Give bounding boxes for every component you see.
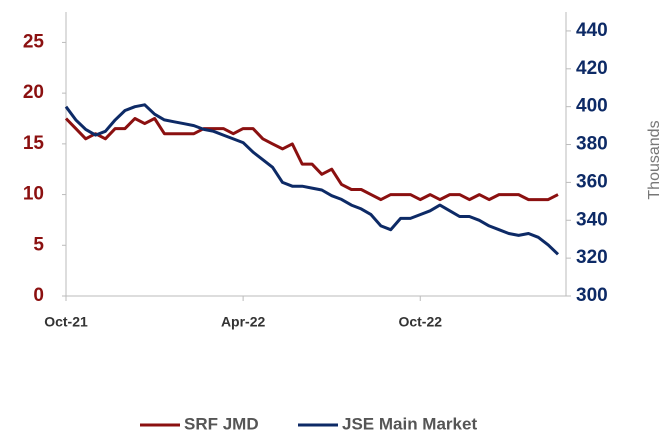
- y2-tick-label: 380: [576, 134, 608, 155]
- y-tick-label: 15: [23, 133, 45, 154]
- y-tick-label: 10: [23, 184, 44, 205]
- series-line: [64, 117, 559, 202]
- y2-tick-label: 360: [576, 171, 608, 192]
- y2-axis-label: Thousands: [646, 120, 663, 199]
- y2-tick-label: 340: [576, 209, 608, 230]
- legend-label: JSE Main Market: [342, 414, 477, 433]
- y2-tick-label: 400: [576, 96, 608, 117]
- y2-tick-label: 440: [576, 20, 608, 41]
- x-tick-label: Oct-22: [398, 314, 442, 330]
- y2-tick-label: 300: [576, 285, 608, 306]
- x-tick-label: Oct-21: [44, 314, 88, 330]
- y-tick-label: 25: [23, 31, 45, 52]
- x-tick-label: Apr-22: [221, 314, 266, 330]
- legend-label: SRF JMD: [184, 414, 259, 433]
- y2-tick-label: 420: [576, 58, 608, 79]
- series-line: [64, 103, 560, 256]
- y-tick-label: 20: [23, 82, 44, 103]
- y2-tick-label: 320: [576, 247, 608, 268]
- y-tick-label: 5: [33, 234, 44, 255]
- y-tick-label: 0: [33, 285, 44, 306]
